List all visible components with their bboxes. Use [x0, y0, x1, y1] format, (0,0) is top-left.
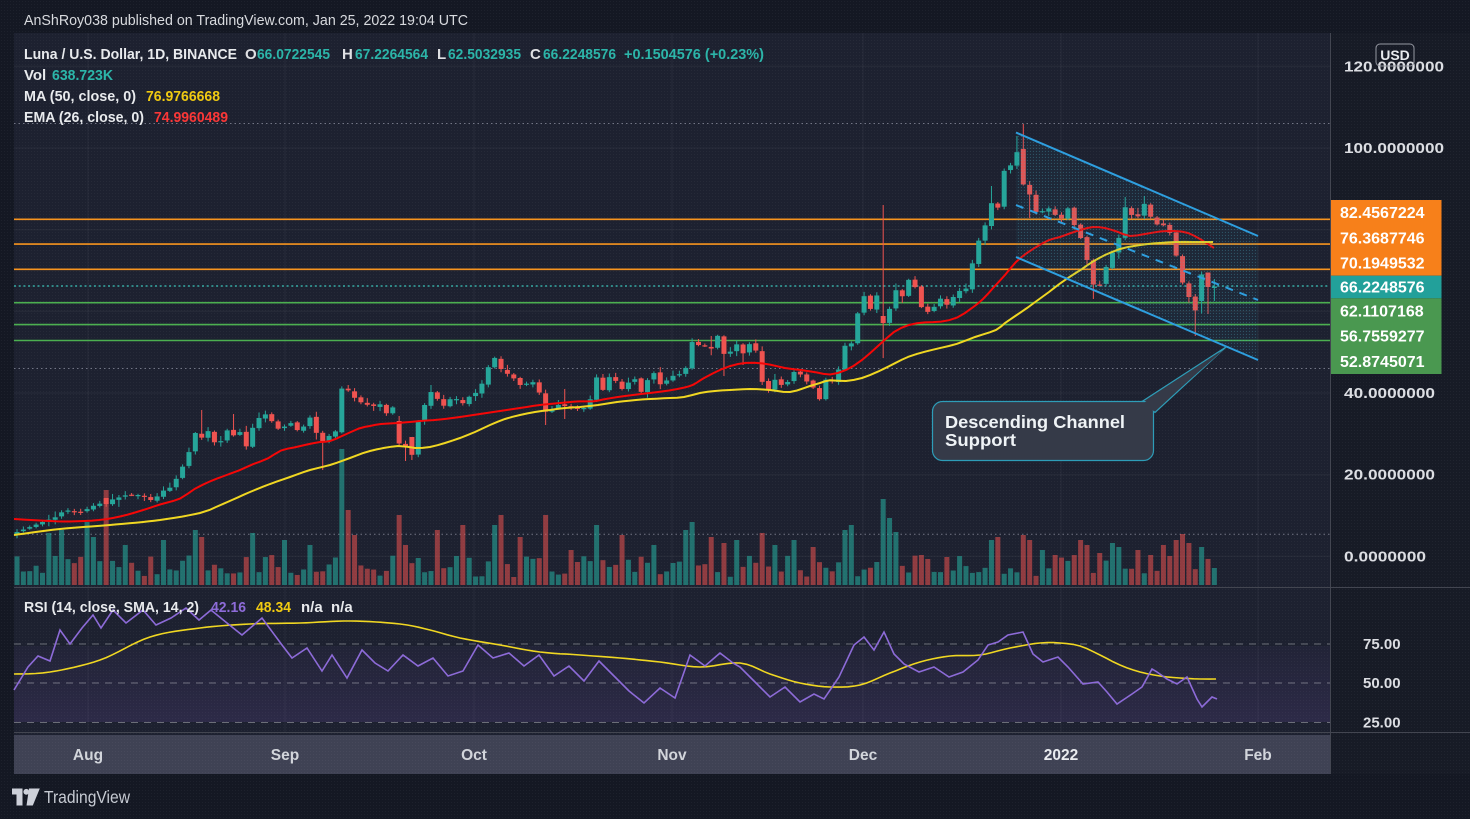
svg-text:AnShRoy038 published on Tradin: AnShRoy038 published on TradingView.com,…: [24, 12, 468, 29]
svg-text:Dec: Dec: [849, 747, 878, 764]
svg-text:48.34: 48.34: [256, 599, 292, 616]
svg-text:50.00: 50.00: [1363, 675, 1401, 692]
svg-text:66.2248576: 66.2248576: [1340, 280, 1425, 297]
svg-text:Descending Channel: Descending Channel: [945, 412, 1125, 432]
svg-text:52.8745071: 52.8745071: [1340, 354, 1425, 371]
svg-text:Luna / U.S. Dollar, 1D, BINANC: Luna / U.S. Dollar, 1D, BINANCE: [24, 46, 237, 63]
svg-text:TradingView: TradingView: [44, 787, 130, 807]
svg-text:Sep: Sep: [271, 747, 299, 764]
svg-text:74.9960489: 74.9960489: [154, 109, 228, 126]
svg-text:Feb: Feb: [1244, 747, 1272, 764]
svg-text:Nov: Nov: [657, 747, 687, 764]
svg-text:20.0000000: 20.0000000: [1344, 467, 1435, 484]
svg-text:76.3687746: 76.3687746: [1340, 230, 1425, 247]
svg-text:n/a: n/a: [301, 599, 323, 616]
svg-text:Oct: Oct: [461, 747, 487, 764]
svg-text:O: O: [245, 46, 257, 63]
svg-text:USD: USD: [1380, 47, 1410, 63]
svg-text:100.0000000: 100.0000000: [1344, 140, 1444, 157]
svg-text:H: H: [342, 46, 353, 63]
svg-text:66.2248576: 66.2248576: [543, 46, 616, 63]
svg-text:L: L: [437, 46, 446, 63]
svg-text:+0.1504576 (+0.23%): +0.1504576 (+0.23%): [624, 46, 764, 63]
svg-text:82.4567224: 82.4567224: [1340, 205, 1425, 222]
svg-text:MA (50, close, 0): MA (50, close, 0): [24, 88, 136, 105]
svg-text:0.0000000: 0.0000000: [1344, 548, 1426, 565]
svg-text:70.1949532: 70.1949532: [1340, 256, 1425, 273]
svg-text:62.5032935: 62.5032935: [448, 46, 521, 63]
svg-text:76.9766668: 76.9766668: [146, 88, 220, 105]
svg-text:638.723K: 638.723K: [52, 67, 113, 84]
svg-text:C: C: [530, 46, 541, 63]
svg-text:66.0722545: 66.0722545: [257, 46, 330, 63]
svg-text:Support: Support: [945, 430, 1016, 450]
svg-text:n/a: n/a: [331, 599, 353, 616]
svg-text:67.2264564: 67.2264564: [355, 46, 429, 63]
svg-text:62.1107168: 62.1107168: [1340, 303, 1424, 320]
svg-text:40.0000000: 40.0000000: [1344, 385, 1435, 402]
svg-text:75.00: 75.00: [1363, 636, 1401, 653]
svg-text:56.7559277: 56.7559277: [1340, 329, 1425, 346]
svg-text:Vol: Vol: [24, 67, 46, 84]
svg-text:RSI (14, close, SMA, 14, 2): RSI (14, close, SMA, 14, 2): [24, 599, 199, 616]
svg-text:120.0000000: 120.0000000: [1344, 58, 1444, 75]
svg-text:42.16: 42.16: [211, 599, 246, 616]
svg-text:25.00: 25.00: [1363, 715, 1401, 732]
svg-text:2022: 2022: [1044, 747, 1078, 764]
svg-text:EMA (26, close, 0): EMA (26, close, 0): [24, 109, 144, 126]
svg-text:Aug: Aug: [73, 747, 103, 764]
